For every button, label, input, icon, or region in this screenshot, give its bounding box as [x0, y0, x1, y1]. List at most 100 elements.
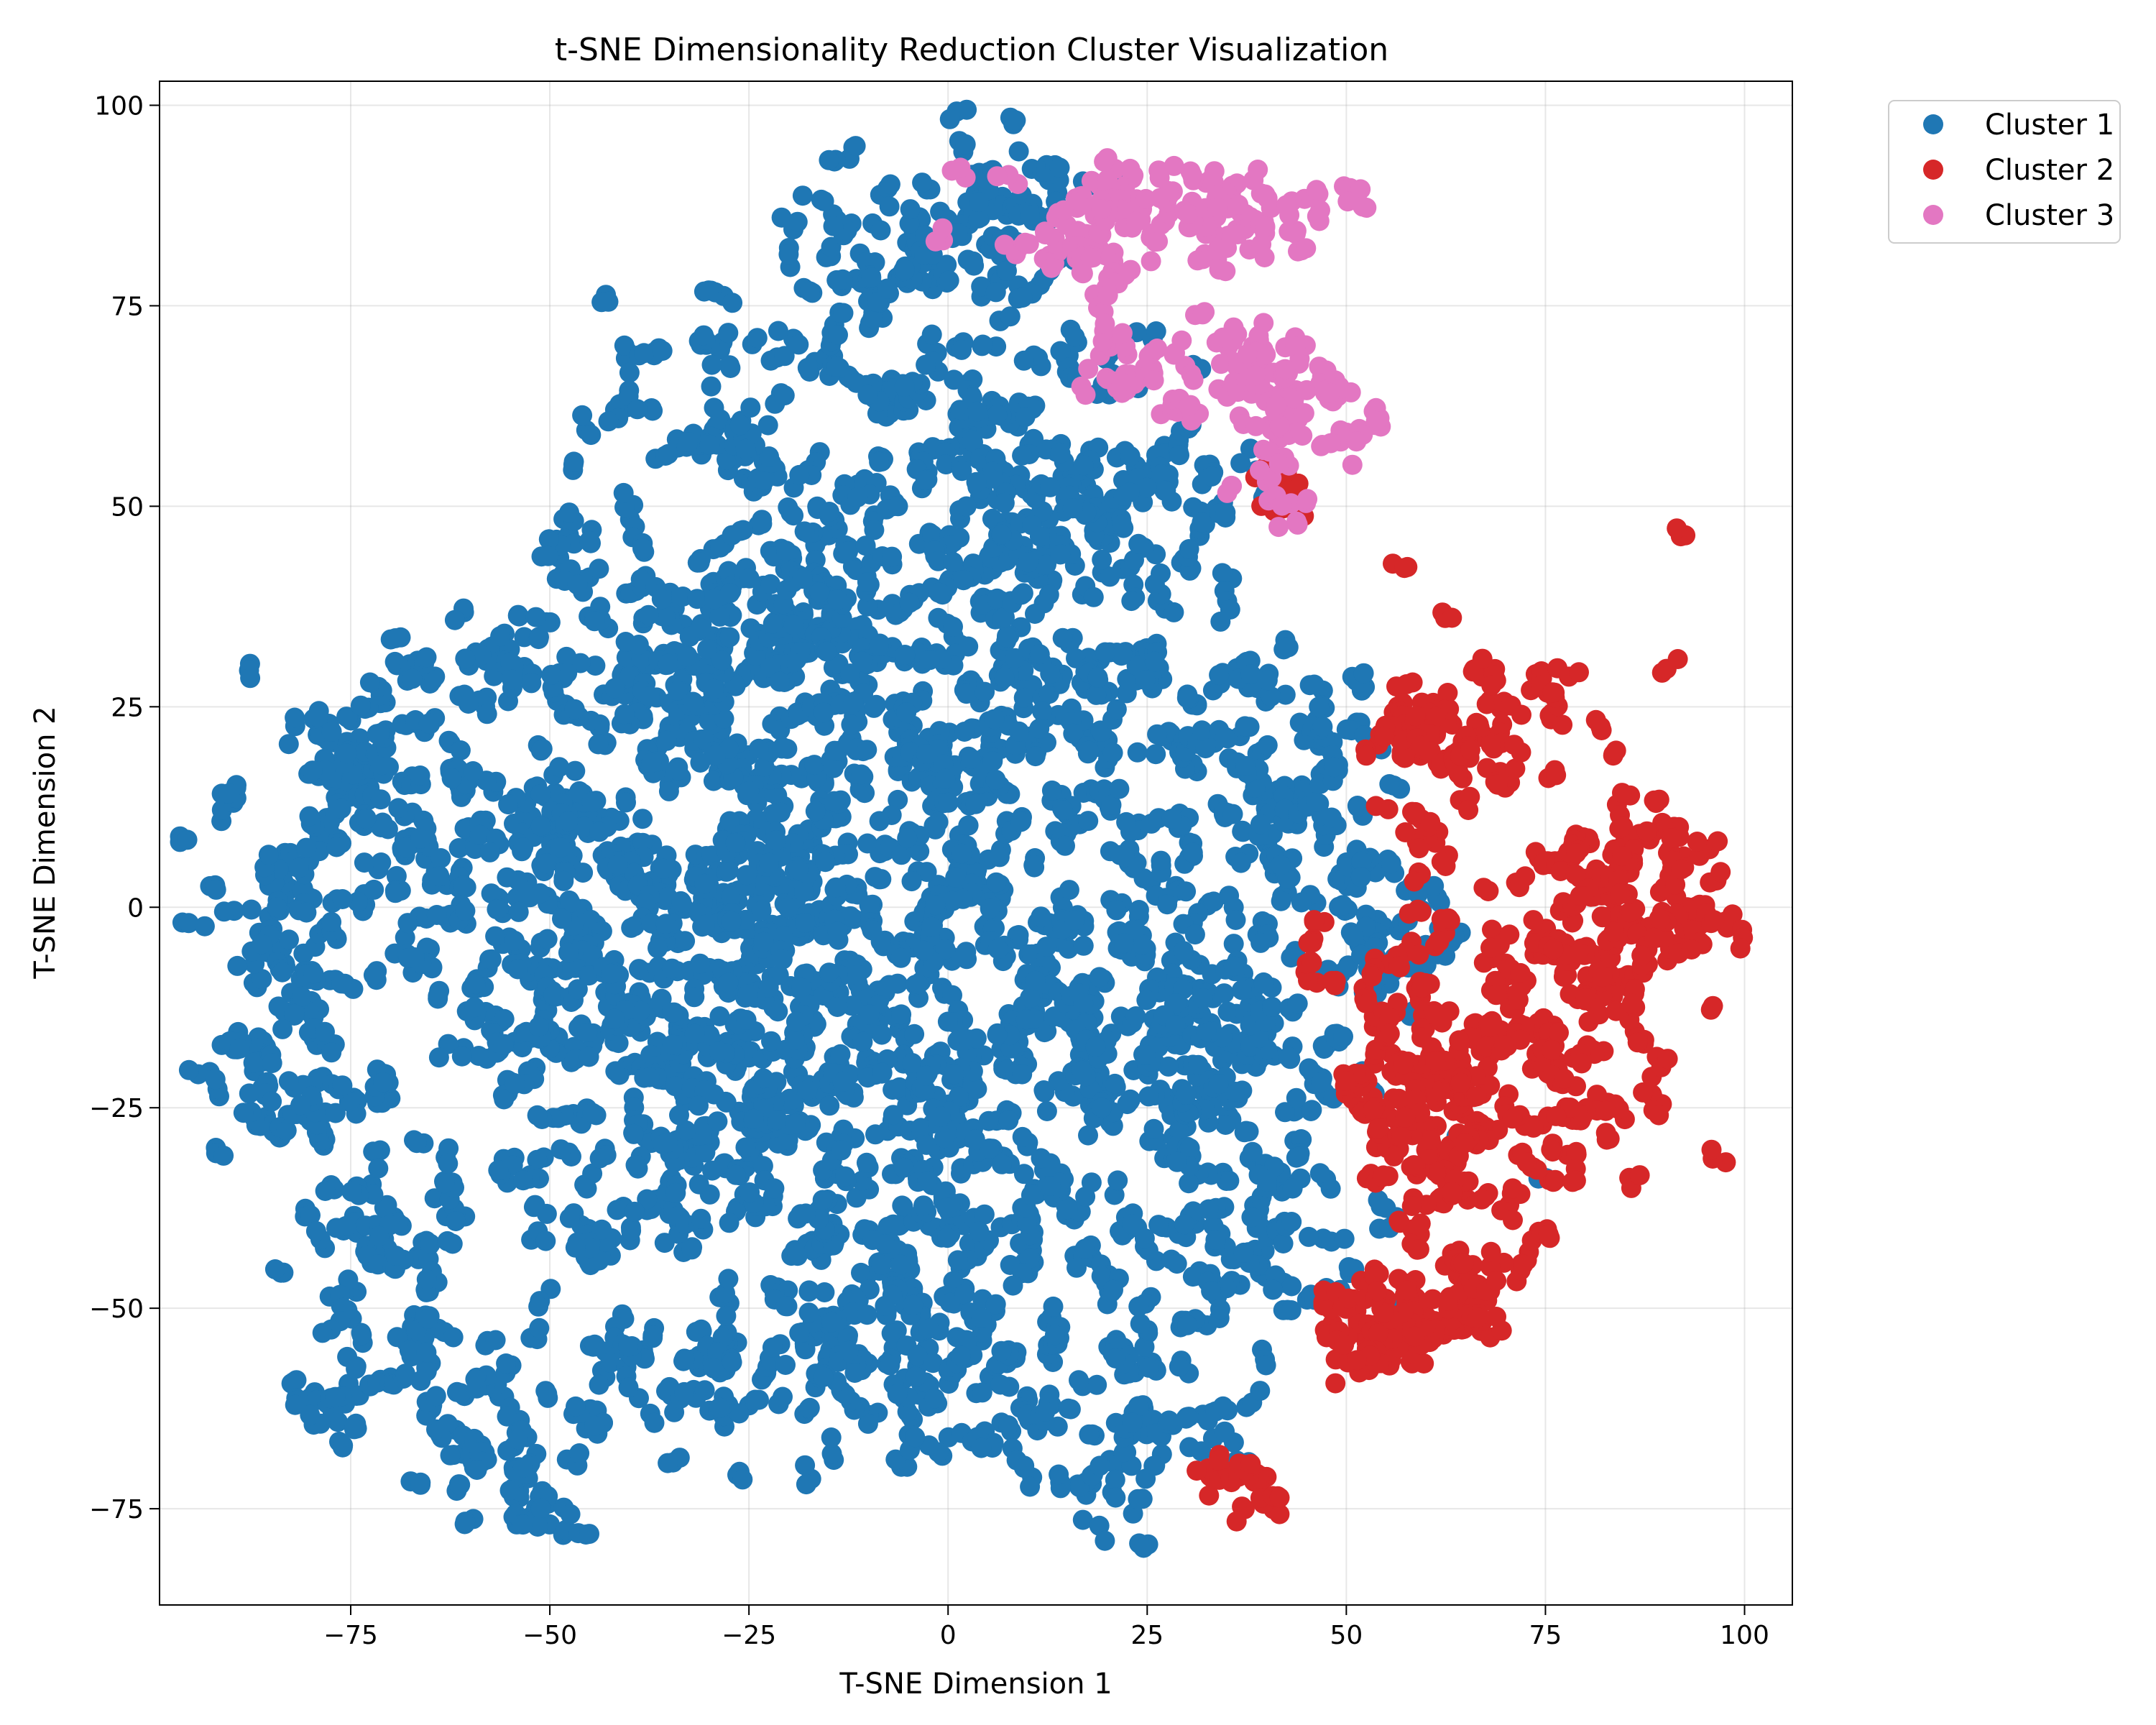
- data-point: [788, 860, 808, 880]
- data-point: [775, 1355, 796, 1375]
- data-point: [465, 1368, 486, 1389]
- data-point: [782, 653, 803, 673]
- data-point: [177, 829, 198, 850]
- data-point: [616, 792, 636, 813]
- data-point: [567, 979, 588, 1000]
- data-point: [485, 926, 506, 947]
- data-point: [1176, 881, 1197, 902]
- data-point: [528, 1296, 549, 1317]
- data-point: [883, 1105, 903, 1126]
- data-point: [1049, 157, 1070, 178]
- data-point: [1135, 1044, 1156, 1065]
- data-point: [1020, 1476, 1041, 1497]
- data-point: [796, 1203, 816, 1224]
- data-point: [579, 1046, 599, 1067]
- data-point: [1036, 554, 1056, 575]
- data-point: [558, 811, 579, 832]
- data-point: [904, 1024, 925, 1044]
- data-point: [604, 678, 625, 699]
- data-point: [809, 582, 830, 603]
- data-point: [453, 875, 474, 896]
- data-point: [579, 530, 600, 551]
- data-point: [1127, 742, 1148, 763]
- data-point: [1012, 1126, 1033, 1147]
- data-point: [1217, 1001, 1238, 1022]
- data-point: [1250, 932, 1271, 953]
- data-point: [566, 1396, 586, 1417]
- data-point: [814, 1366, 834, 1387]
- data-point: [997, 627, 1017, 648]
- data-point: [1020, 205, 1040, 226]
- data-point: [450, 740, 471, 760]
- data-point: [444, 610, 465, 630]
- data-point: [652, 341, 673, 362]
- data-point: [718, 860, 739, 881]
- data-point: [455, 648, 476, 669]
- data-point: [332, 1075, 353, 1096]
- data-point: [969, 192, 990, 213]
- data-point: [827, 921, 848, 942]
- data-point: [759, 446, 779, 466]
- data-point: [763, 804, 784, 824]
- data-point: [1146, 321, 1166, 341]
- data-point: [1033, 1080, 1054, 1100]
- data-point: [774, 385, 795, 406]
- data-point: [826, 356, 847, 377]
- data-point: [1273, 1233, 1294, 1254]
- data-point: [481, 883, 502, 904]
- data-point: [642, 400, 663, 421]
- data-point: [961, 748, 982, 769]
- data-point: [954, 1284, 975, 1305]
- data-point: [638, 604, 659, 625]
- data-point: [991, 1154, 1012, 1174]
- data-point: [935, 768, 956, 789]
- data-point: [619, 362, 640, 383]
- data-point: [356, 809, 377, 829]
- data-point: [985, 282, 1006, 303]
- data-point: [385, 883, 406, 903]
- data-point: [428, 866, 449, 887]
- data-point: [674, 1381, 694, 1402]
- data-point: [998, 1415, 1018, 1435]
- data-point: [676, 646, 697, 667]
- data-point: [987, 405, 1008, 426]
- data-point: [870, 220, 891, 241]
- data-point: [438, 1153, 459, 1174]
- data-point: [1262, 996, 1283, 1017]
- data-point: [819, 1095, 840, 1116]
- data-point: [938, 792, 959, 813]
- data-point: [905, 1427, 926, 1448]
- data-point: [704, 1358, 724, 1379]
- data-point: [299, 806, 320, 827]
- data-point: [986, 872, 1007, 893]
- data-point: [333, 1435, 354, 1456]
- data-point: [1012, 288, 1033, 308]
- data-point: [262, 1091, 282, 1112]
- data-point: [581, 792, 602, 813]
- data-point: [557, 663, 578, 684]
- data-point: [980, 898, 1000, 919]
- data-point: [944, 1064, 964, 1085]
- data-point: [507, 959, 528, 980]
- data-point: [1223, 956, 1244, 977]
- data-point: [1161, 809, 1182, 829]
- data-point: [869, 451, 890, 472]
- data-point: [553, 870, 574, 891]
- data-point: [956, 684, 977, 704]
- data-point: [639, 1067, 660, 1087]
- data-point: [819, 502, 839, 522]
- data-point: [722, 293, 743, 313]
- data-point: [952, 461, 972, 482]
- data-point: [699, 434, 720, 455]
- data-point: [1043, 1296, 1064, 1317]
- data-point: [862, 308, 883, 328]
- data-point: [877, 278, 898, 299]
- data-point: [709, 606, 730, 627]
- data-point: [1145, 1455, 1166, 1476]
- data-point: [740, 397, 761, 418]
- data-point: [1073, 935, 1094, 956]
- data-point: [1078, 1125, 1098, 1146]
- data-point: [857, 1305, 877, 1325]
- data-point: [529, 1317, 550, 1338]
